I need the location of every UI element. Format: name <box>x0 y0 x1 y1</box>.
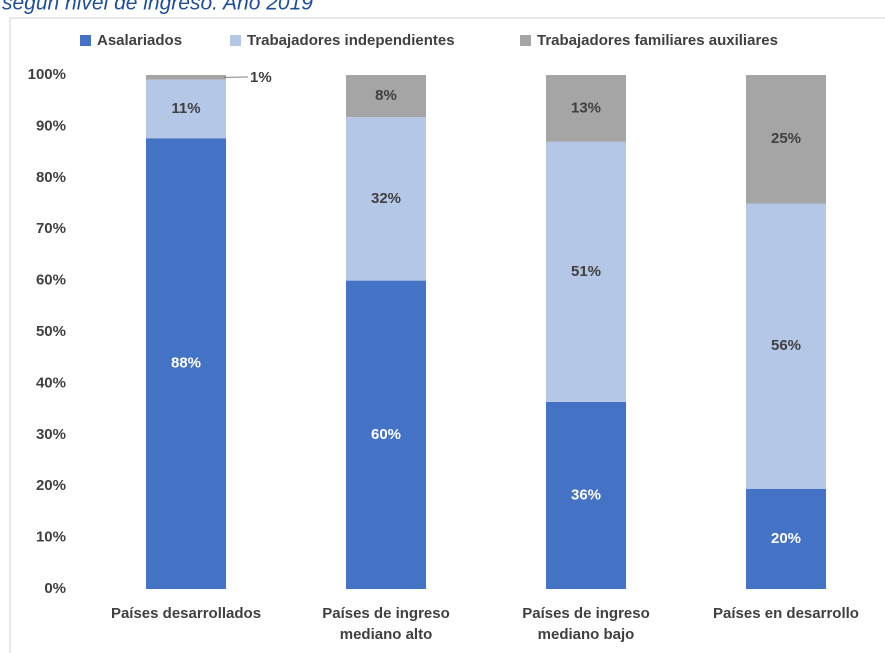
data-label: 36% <box>571 486 601 503</box>
legend-label: Trabajadores familiares auxiliares <box>537 32 778 49</box>
chart-title: según nivel de ingreso. Año 2019 <box>2 0 313 15</box>
data-label: 32% <box>371 190 401 207</box>
data-label: 1% <box>250 69 272 86</box>
y-tick-label: 10% <box>36 529 66 546</box>
bar-segment <box>546 401 626 589</box>
legend-label: Asalariados <box>97 32 182 49</box>
y-tick-label: 80% <box>36 169 66 186</box>
bar-segment <box>146 75 226 80</box>
bar-segment <box>746 75 826 204</box>
data-label: 20% <box>771 530 801 547</box>
bar-segment <box>346 117 426 281</box>
x-tick-label: Países desarrollados <box>110 605 262 622</box>
legend-swatch <box>230 35 241 46</box>
y-tick-label: 0% <box>44 580 66 597</box>
legend-swatch <box>80 35 91 46</box>
y-tick-label: 70% <box>36 220 66 237</box>
bar-segment <box>546 141 626 402</box>
x-tick-label: Países en desarrollo <box>713 605 859 622</box>
y-tick-label: 100% <box>28 66 66 83</box>
x-tick-label: Países de ingreso mediano alto <box>322 605 450 643</box>
y-tick-label: 90% <box>36 117 66 134</box>
bar-segment <box>746 488 826 589</box>
bar-segment <box>546 75 626 142</box>
data-label: 51% <box>571 263 601 280</box>
y-tick-label: 60% <box>36 272 66 289</box>
y-tick-label: 30% <box>36 426 66 443</box>
y-tick-label: 40% <box>36 374 66 391</box>
legend-label: Trabajadores independientes <box>247 32 455 49</box>
data-label: 25% <box>771 130 801 147</box>
bar-segment <box>146 138 226 590</box>
data-label: 60% <box>371 426 401 443</box>
data-label: 11% <box>171 100 200 117</box>
data-label: 56% <box>771 337 801 354</box>
legend-swatch <box>520 35 531 46</box>
bar-segment <box>346 75 426 118</box>
data-label: 13% <box>571 99 601 116</box>
bar-segment <box>146 79 226 139</box>
y-tick-label: 20% <box>36 477 66 494</box>
bar-segment <box>346 280 426 589</box>
x-tick-label: Países de ingreso mediano bajo <box>522 605 650 643</box>
bar-segment <box>746 203 826 489</box>
data-label: 88% <box>171 355 201 372</box>
data-label: 8% <box>375 87 397 104</box>
y-tick-label: 50% <box>36 323 66 340</box>
chart-border <box>9 17 885 653</box>
